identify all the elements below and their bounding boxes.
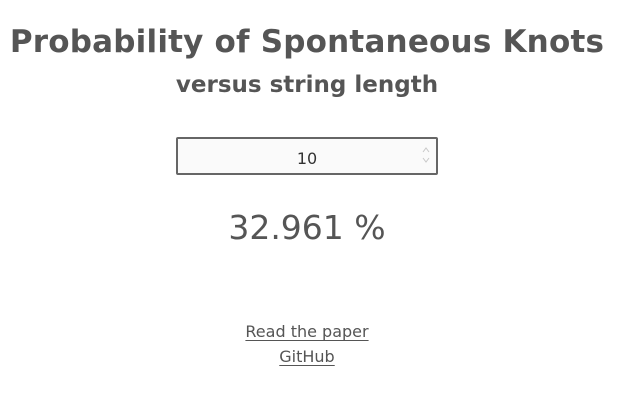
read-paper-link[interactable]: Read the paper (245, 322, 369, 341)
chevron-down-icon[interactable] (421, 156, 431, 166)
footer-links: Read the paper GitHub (0, 319, 614, 369)
knot-probability-result: 32.961 % (228, 208, 386, 247)
string-length-input[interactable] (178, 139, 436, 173)
number-spinner[interactable] (421, 146, 431, 166)
github-link[interactable]: GitHub (279, 347, 335, 366)
page-subtitle: versus string length (175, 72, 439, 98)
string-length-field[interactable] (176, 137, 438, 175)
chevron-up-icon[interactable] (421, 146, 431, 156)
page-title: Probability of Spontaneous Knots (9, 24, 605, 60)
